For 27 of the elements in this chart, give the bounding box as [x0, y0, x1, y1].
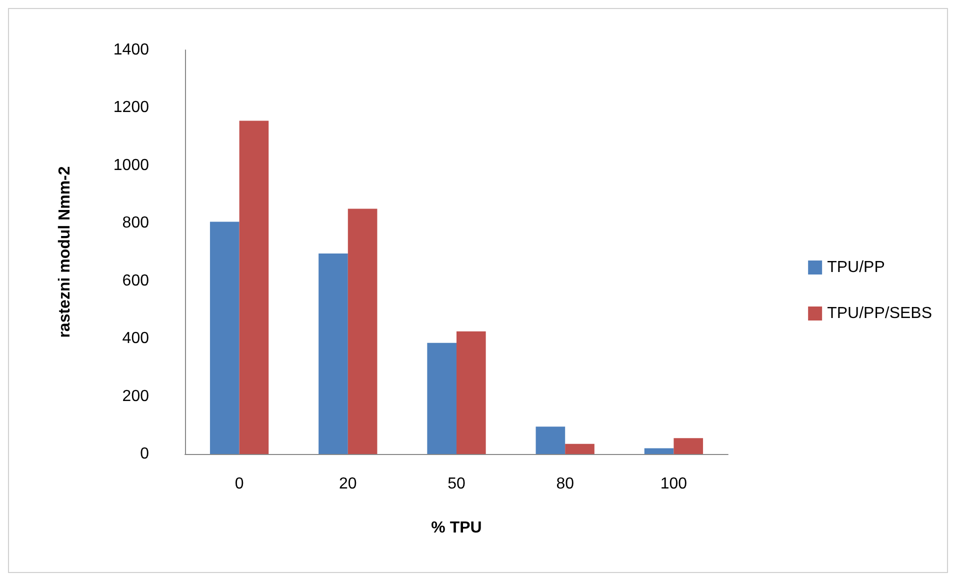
- bar: [565, 444, 594, 454]
- y-tick-label: 400: [122, 330, 150, 348]
- bar: [456, 331, 486, 454]
- y-tick-label: 0: [140, 446, 150, 462]
- bar: [427, 342, 456, 454]
- bar: [674, 438, 704, 454]
- bar: [348, 208, 378, 454]
- x-tick-label: 80: [556, 476, 574, 492]
- y-tick-label: 200: [122, 388, 150, 405]
- bar: [210, 222, 240, 454]
- bar: [239, 120, 269, 454]
- y-tick-label: 800: [122, 214, 150, 232]
- bar: [318, 253, 348, 454]
- x-tick-label: 50: [448, 476, 466, 492]
- y-tick-label: 1400: [113, 42, 150, 58]
- x-axis-title: % TPU: [431, 520, 482, 536]
- bar: [536, 426, 566, 454]
- bar: [644, 448, 674, 454]
- x-tick-label: 20: [339, 476, 357, 492]
- y-tick-label: 1200: [113, 99, 150, 116]
- x-tick-label: 100: [660, 476, 688, 492]
- legend-label: TPU/PP: [827, 259, 885, 276]
- y-tick-label: 1000: [113, 156, 150, 174]
- y-axis-title: rastezni modul Nmm-2: [56, 166, 74, 338]
- y-tick-label: 600: [122, 272, 150, 290]
- x-tick-label: 0: [234, 476, 244, 492]
- legend-label: TPU/PP/SEBS: [827, 305, 932, 322]
